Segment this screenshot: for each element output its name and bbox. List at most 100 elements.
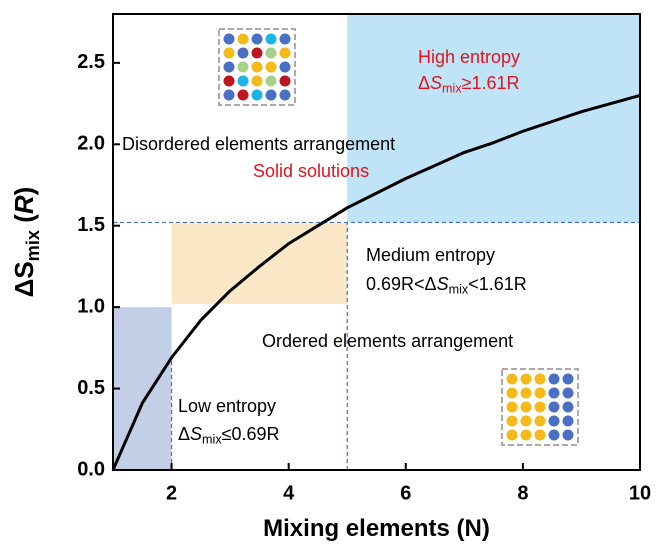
icon-atom [521,430,532,441]
y-axis-label-part: mix [23,230,43,261]
icon-atom [535,402,546,413]
icon-atom [280,48,291,59]
icon-atom [280,62,291,73]
icon-atom [535,416,546,427]
annotation: High entropy [418,47,520,67]
annotation-part: <1.61R [468,274,527,294]
y-axis-label-part: ) [9,187,39,196]
icon-atom [238,76,249,87]
annotation-part: 0.69R<Δ [366,274,437,294]
x-tick-label: 4 [283,482,295,504]
icon-atom [238,48,249,59]
icon-atom [563,402,574,413]
annotation-part: S [430,73,442,93]
icon-atom [224,76,235,87]
icon-atom [224,34,235,45]
icon-atom [238,62,249,73]
icon-atom [521,388,532,399]
icon-atom [521,374,532,385]
x-tick-label: 6 [400,482,411,504]
icon-atom [507,416,518,427]
annotation-part: Medium entropy [366,245,495,265]
annotation-part: mix [202,433,222,447]
annotation-part: Ordered elements arrangement [262,331,513,351]
annotation-part: S [437,274,449,294]
y-tick-label: 2.0 [77,133,105,155]
y-tick-label: 0.5 [77,377,105,399]
chart: 0.0 0.5 1.0 1.5 2.0 2.5 2 4 6 8 10 Mixing elements … [0,0,656,546]
icon-atom [252,90,263,101]
region [172,222,348,303]
annotation: Ordered elements arrangement [262,331,513,351]
annotation-part: Low entropy [178,396,276,416]
annotation: ΔSmix≤0.69R [178,424,280,447]
icon-atom [563,430,574,441]
icon-atom [563,388,574,399]
icon-atom [563,374,574,385]
icon-atom [252,34,263,45]
annotation: Low entropy [178,396,276,416]
region [113,307,172,470]
icon-atom [252,48,263,59]
icon-atom [266,90,277,101]
icon-atom [507,402,518,413]
y-axis-label-part: ( [9,214,39,230]
annotation-part: mix [449,283,469,297]
icon-atom [563,416,574,427]
y-axis-label-part: ΔS [9,261,39,297]
annotation: 0.69R<ΔSmix<1.61R [366,274,527,297]
icon-atom [535,430,546,441]
annotation-part: ≤0.69R [222,424,280,444]
icon-atom [252,76,263,87]
icon-atom [280,76,291,87]
x-tick-label: 8 [517,482,528,504]
annotation: ΔSmix≥1.61R [418,73,520,96]
icon-atom [549,388,560,399]
icon-atom [535,388,546,399]
annotation-part: S [190,424,202,444]
annotation: Medium entropy [366,245,495,265]
annotation-part: Solid solutions [253,161,369,181]
icon-atom [507,430,518,441]
icon-atom [549,430,560,441]
icon-atom [266,48,277,59]
annotation-part: ≥1.61R [462,73,520,93]
icon-atom [549,374,560,385]
icon-atom [224,48,235,59]
icon-atom [280,90,291,101]
icon-atom [280,34,291,45]
x-axis-label: Mixing elements (N) [263,515,490,542]
annotation-part: Δ [418,73,430,93]
annotation: Disordered elements arrangement [122,134,395,154]
icon-atom [535,374,546,385]
annotation: Solid solutions [253,161,369,181]
y-tick-label: 1.5 [77,214,105,236]
annotation-part: mix [442,82,462,96]
icon-atom [549,402,560,413]
x-axis-label-part: Mixing elements (N) [263,515,490,542]
icon-atom [238,34,249,45]
icon-atom [252,62,263,73]
icon-atom [521,402,532,413]
icon-atom [507,388,518,399]
y-tick-label: 2.5 [77,51,105,73]
y-axis-label-part: R [9,195,39,214]
icon-atom [266,76,277,87]
x-tick-label: 10 [629,482,651,504]
annotation-part: Disordered elements arrangement [122,134,395,154]
annotation-part: High entropy [418,47,520,67]
icon-atom [224,90,235,101]
y-axis-label: ΔSmix (R) [9,187,43,298]
icon-atom [507,374,518,385]
icon-atom [238,90,249,101]
y-tick-label: 1.0 [77,295,105,317]
icon-atom [266,34,277,45]
icon-atom [521,416,532,427]
icon-atom [224,62,235,73]
icon-atom [266,62,277,73]
icon-atom [549,416,560,427]
x-tick-label: 2 [166,482,177,504]
y-tick-label: 0.0 [77,458,105,480]
annotation-part: Δ [178,424,190,444]
region [347,14,640,222]
